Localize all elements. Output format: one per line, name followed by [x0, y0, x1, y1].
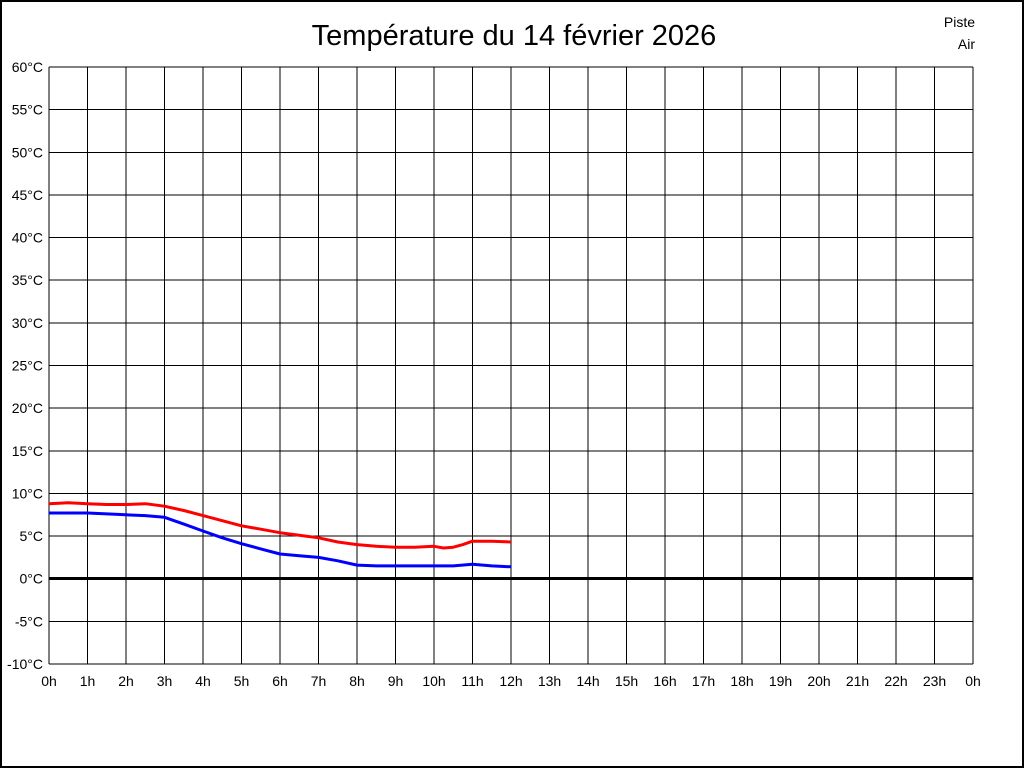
x-axis-label: 4h	[195, 673, 211, 689]
x-axis-label: 3h	[157, 673, 173, 689]
x-axis-label: 21h	[846, 673, 869, 689]
y-axis-label: 40°C	[12, 230, 43, 246]
grid-lines	[48, 66, 974, 665]
legend-label-piste: Piste	[944, 14, 975, 30]
series-line-air	[49, 511, 512, 569]
x-axis-label: 0h	[965, 673, 981, 689]
series-line-piste	[48, 501, 512, 550]
x-axis-label: 16h	[653, 673, 676, 689]
x-axis-label: 15h	[615, 673, 638, 689]
y-axis-label: 10°C	[12, 485, 43, 501]
x-axis-label: 1h	[80, 673, 96, 689]
y-axis-label: 55°C	[12, 102, 43, 118]
x-axis-label: 22h	[884, 673, 907, 689]
legend-label-air: Air	[958, 36, 975, 52]
y-axis-label: 20°C	[12, 400, 43, 416]
x-axis-label: 8h	[349, 673, 365, 689]
x-axis-label: 9h	[388, 673, 404, 689]
y-axis-label: -10°C	[7, 656, 43, 672]
y-axis-label: -5°C	[15, 613, 43, 629]
x-axis-label: 17h	[692, 673, 715, 689]
x-axis-label: 0h	[41, 673, 57, 689]
chart-title: Température du 14 février 2026	[312, 20, 717, 52]
x-axis-label: 20h	[807, 673, 830, 689]
x-axis-label: 18h	[730, 673, 753, 689]
x-axis-label: 11h	[461, 673, 483, 689]
x-axis-label: 10h	[422, 673, 445, 689]
data-series	[48, 501, 512, 569]
y-axis-label: 25°C	[12, 358, 43, 374]
x-axis-label: 13h	[538, 673, 561, 689]
y-axis-label: 5°C	[20, 528, 44, 544]
x-axis-label: 14h	[576, 673, 599, 689]
y-axis-label: 45°C	[12, 187, 43, 203]
x-axis-label: 6h	[272, 673, 288, 689]
x-axis-label: 23h	[923, 673, 946, 689]
x-axis-label: 2h	[118, 673, 134, 689]
y-axis-label: 60°C	[12, 59, 43, 75]
x-axis-label: 12h	[499, 673, 522, 689]
x-axis-label: 7h	[311, 673, 327, 689]
y-axis-label: 30°C	[12, 315, 43, 331]
x-axis-label: 19h	[769, 673, 792, 689]
x-axis-label: 5h	[234, 673, 250, 689]
y-axis-label: 15°C	[12, 443, 43, 459]
axis-tick-labels: 60°C 55°C 50°C 45°C 40°C 35°C 30°C 25°C 20°C 15°C…	[7, 59, 981, 689]
y-axis-label: 0°C	[20, 571, 44, 587]
y-axis-label: 50°C	[12, 144, 43, 160]
y-axis-label: 35°C	[12, 272, 43, 288]
